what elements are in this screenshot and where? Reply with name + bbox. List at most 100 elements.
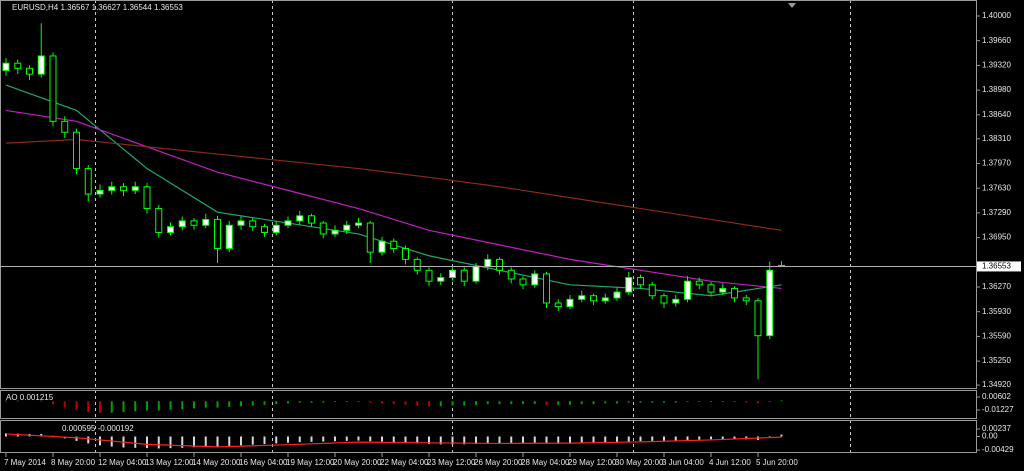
y-tick-label: 1.38980 bbox=[982, 85, 1011, 94]
candle-body bbox=[249, 220, 257, 228]
candle-body bbox=[390, 240, 398, 249]
y-tick-label: 1.34920 bbox=[982, 380, 1011, 389]
candle-body bbox=[460, 269, 468, 282]
candle-body bbox=[225, 224, 233, 249]
current-price-box bbox=[977, 261, 1021, 272]
candle-body bbox=[355, 222, 362, 226]
candle-body bbox=[237, 220, 245, 226]
shift-marker bbox=[788, 3, 796, 8]
y-tick-label: 1.39660 bbox=[982, 36, 1011, 45]
candle-body bbox=[296, 215, 304, 222]
candle-body bbox=[37, 55, 45, 75]
x-tick-label: 4 Jun 12:00 bbox=[709, 458, 751, 467]
macd-label: 0.000595 -0.000192 bbox=[62, 424, 134, 433]
ao-name: AO bbox=[6, 393, 18, 402]
y-tick-label: 1.37630 bbox=[982, 183, 1011, 192]
y-tick-label: 0.00602 bbox=[982, 392, 1011, 401]
x-tick-label: 8 May 20:00 bbox=[51, 458, 96, 467]
candle-body bbox=[261, 226, 268, 234]
candle-body bbox=[49, 55, 57, 122]
candle-body bbox=[543, 273, 550, 304]
candle-body bbox=[402, 247, 409, 260]
candle-body bbox=[707, 284, 715, 293]
candle-body bbox=[684, 280, 691, 300]
candle-body bbox=[143, 186, 151, 210]
moving-average bbox=[5, 138, 782, 231]
candle-body bbox=[425, 269, 433, 282]
candle-body bbox=[96, 189, 104, 195]
x-tick-label: 26 May 20:00 bbox=[474, 458, 523, 467]
ao-value: 0.001215 bbox=[20, 393, 54, 402]
x-tick-label: 3 Jun 04:00 bbox=[662, 458, 704, 467]
x-tick-label: 5 Jun 20:00 bbox=[756, 458, 798, 467]
y-tick-label: 0.00237 bbox=[982, 424, 1011, 433]
x-tick-label: 22 May 04:00 bbox=[380, 458, 429, 467]
x-tick-label: 30 May 20:00 bbox=[615, 458, 664, 467]
candle-body bbox=[167, 226, 174, 234]
candle-body bbox=[331, 229, 339, 235]
candle-body bbox=[366, 222, 374, 253]
candle-body bbox=[507, 269, 515, 280]
candle-body bbox=[754, 300, 762, 337]
candle-body bbox=[449, 269, 456, 279]
candle-body bbox=[437, 277, 445, 282]
candle-body bbox=[731, 287, 738, 299]
candle-body bbox=[472, 266, 480, 282]
candle-body bbox=[84, 168, 92, 195]
x-tick-label: 23 May 12:00 bbox=[427, 458, 476, 467]
candle-body bbox=[625, 277, 633, 293]
y-tick-label: -0.00429 bbox=[982, 445, 1014, 454]
signal-value: -0.000192 bbox=[98, 424, 135, 433]
ao-panel bbox=[0, 390, 977, 419]
candle-body bbox=[578, 295, 586, 300]
x-tick-label: 13 May 12:00 bbox=[145, 458, 194, 467]
x-tick-label: 12 May 04:00 bbox=[98, 458, 147, 467]
y-tick-label: 1.35930 bbox=[982, 307, 1011, 316]
y-tick-label: 1.36950 bbox=[982, 233, 1011, 242]
candle-body bbox=[590, 295, 597, 302]
macd-value: 0.000595 bbox=[62, 424, 96, 433]
candle-body bbox=[14, 62, 22, 69]
y-tick-label: 1.37970 bbox=[982, 159, 1011, 168]
low: 1.36544 bbox=[123, 3, 152, 12]
candle-body bbox=[566, 298, 574, 308]
candle-body bbox=[2, 62, 10, 71]
x-tick-label: 19 May 12:00 bbox=[286, 458, 335, 467]
x-tick-label: 16 May 04:00 bbox=[239, 458, 288, 467]
x-tick-label: 20 May 20:00 bbox=[333, 458, 382, 467]
candle-body bbox=[496, 258, 503, 271]
high: 1.36627 bbox=[92, 3, 121, 12]
candle-body bbox=[190, 220, 198, 226]
candle-body bbox=[519, 278, 527, 286]
y-tick-label: 0.00 bbox=[982, 432, 998, 441]
candle-body bbox=[108, 186, 116, 191]
candle-body bbox=[214, 218, 221, 249]
candle-body bbox=[637, 277, 644, 286]
candle-body bbox=[343, 224, 351, 231]
candle-body bbox=[202, 218, 210, 226]
candle-body bbox=[155, 208, 163, 234]
candle-body bbox=[613, 291, 621, 299]
y-tick-label: 1.40000 bbox=[982, 11, 1011, 20]
candle-body bbox=[695, 280, 703, 286]
y-tick-label: 1.38640 bbox=[982, 110, 1011, 119]
candle-body bbox=[284, 220, 292, 226]
candle-body bbox=[73, 131, 80, 170]
candle-body bbox=[484, 258, 492, 268]
x-tick-label: 14 May 20:00 bbox=[192, 458, 241, 467]
signal-line bbox=[5, 433, 782, 448]
close: 1.36553 bbox=[154, 3, 183, 12]
current-price-label: 1.36553 bbox=[982, 262, 1011, 271]
ao-label: AO 0.001215 bbox=[6, 393, 54, 402]
open: 1.36567 bbox=[60, 3, 89, 12]
header: EURUSD,H4 1.36567 1.36627 1.36544 1.3655… bbox=[12, 3, 183, 12]
candle-body bbox=[413, 258, 421, 271]
candle-body bbox=[178, 220, 186, 228]
candle-body bbox=[766, 269, 774, 337]
candle-body bbox=[26, 67, 33, 75]
candle-body bbox=[719, 287, 727, 293]
candle-body bbox=[308, 215, 315, 224]
x-tick-label: 28 May 04:00 bbox=[521, 458, 570, 467]
